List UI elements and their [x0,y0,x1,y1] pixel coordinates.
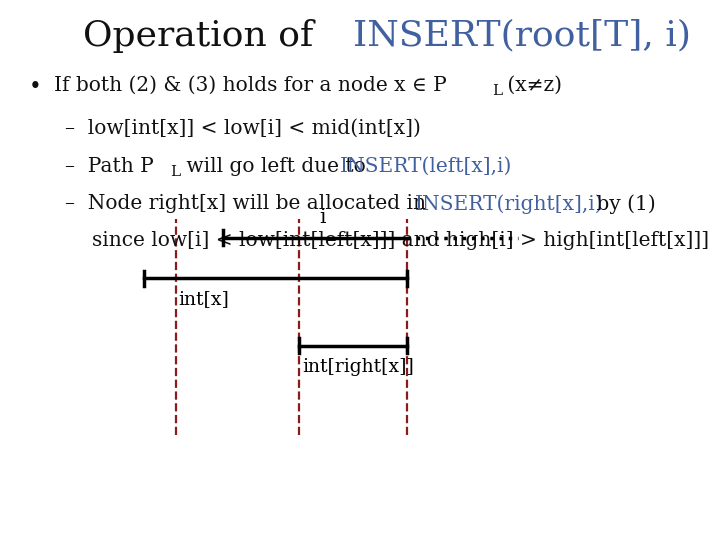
Text: –  Node right[x] will be allocated in: – Node right[x] will be allocated in [65,194,432,213]
Text: int[x]: int[x] [179,291,230,308]
Text: will go left due to: will go left due to [180,157,372,176]
Text: INSERT(right[x],i): INSERT(right[x],i) [415,194,603,214]
Text: •: • [29,76,42,98]
Text: Operation of: Operation of [83,19,325,53]
Text: i: i [319,208,325,227]
Text: INSERT(root[T], i): INSERT(root[T], i) [353,19,690,53]
Text: L: L [492,84,502,98]
Text: since low[i] < low[int[left[x]]] and high[i] > high[int[left[x]]]: since low[i] < low[int[left[x]]] and hig… [92,231,709,250]
Text: by (1): by (1) [590,194,655,214]
Text: –  Path P: – Path P [65,157,153,176]
Text: (x≠z): (x≠z) [501,76,562,94]
Text: L: L [171,165,181,179]
Text: –  low[int[x]] < low[i] < mid(int[x]): – low[int[x]] < low[i] < mid(int[x]) [65,119,420,138]
Text: int[right[x]]: int[right[x]] [302,358,414,376]
Text: If both (2) & (3) holds for a node x ∈ P: If both (2) & (3) holds for a node x ∈ P [54,76,446,94]
Text: INSERT(left[x],i): INSERT(left[x],i) [340,157,512,176]
